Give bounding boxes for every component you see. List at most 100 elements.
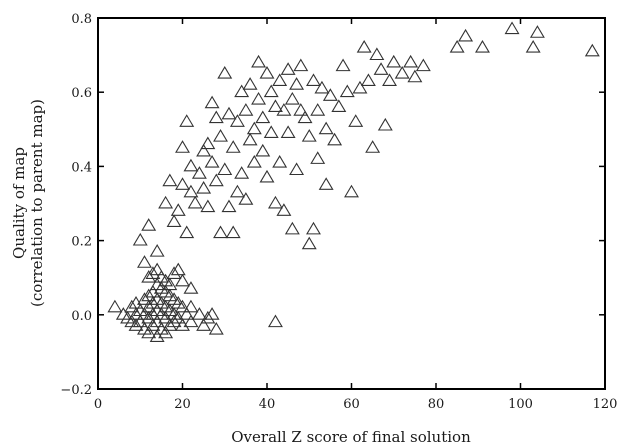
scatter-point <box>394 65 410 79</box>
scatter-point <box>175 299 190 313</box>
scatter-point <box>175 273 190 287</box>
scatter-point <box>137 321 152 335</box>
scatter-point <box>183 281 199 294</box>
scatter-point <box>263 125 279 138</box>
x-tick-label: 80 <box>428 397 445 412</box>
x-tick-label: 20 <box>174 397 191 412</box>
scatter-point <box>458 28 474 42</box>
scatter-point <box>208 321 224 335</box>
scatter-point <box>179 307 195 320</box>
scatter-point <box>153 307 169 320</box>
x-tick-label: 100 <box>508 397 533 412</box>
scatter-point <box>255 143 271 157</box>
x-axis-label: Overall Z score of final solution <box>231 428 471 446</box>
scatter-point <box>584 43 600 57</box>
scatter-point <box>158 325 174 339</box>
x-tick-label: 0 <box>94 397 102 412</box>
scatter-point <box>352 80 368 94</box>
scatter-point <box>225 140 241 153</box>
scatter-point <box>234 84 250 98</box>
scatter-point <box>449 39 465 53</box>
scatter-point <box>166 266 182 279</box>
scatter-point <box>149 314 165 328</box>
scatter-point <box>107 299 123 313</box>
scatter-point <box>166 314 182 328</box>
scatter-point <box>162 318 178 331</box>
scatter-point <box>310 151 326 164</box>
scatter-point <box>301 129 317 142</box>
scatter-point <box>369 47 385 61</box>
scatter-point <box>335 58 351 72</box>
scatter-point <box>259 65 275 79</box>
scatter-point <box>196 318 212 331</box>
scatter-point <box>175 140 190 153</box>
scatter-point <box>149 277 165 291</box>
scatter-point <box>166 292 182 305</box>
scatter-point <box>179 114 195 127</box>
scatter-point <box>242 132 258 146</box>
scatter-point <box>183 299 199 313</box>
scatter-point <box>204 155 220 168</box>
scatter-point <box>297 110 313 124</box>
scatter-point <box>267 99 283 112</box>
scatter-point <box>124 299 140 313</box>
scatter-point <box>141 218 157 231</box>
scatter-point <box>310 103 326 116</box>
scatter-point <box>145 307 161 320</box>
scatter-point <box>238 192 254 205</box>
scatter-point <box>149 292 165 305</box>
scatter-point <box>284 221 300 235</box>
scatter-point <box>267 195 283 209</box>
scatter-point <box>217 162 233 176</box>
scatter-point <box>141 310 157 324</box>
scatter-point <box>191 166 207 179</box>
x-tick-label: 40 <box>259 397 276 412</box>
scatter-point <box>259 169 275 183</box>
scatter-point <box>153 321 169 335</box>
plot-area-frame <box>97 17 606 390</box>
scatter-point <box>314 80 330 94</box>
scatter-point <box>280 62 296 75</box>
y-tick-label: 0.2 <box>71 235 92 250</box>
scatter-point <box>318 177 334 190</box>
scatter-point <box>318 121 334 135</box>
scatter-point <box>149 244 165 257</box>
scatter-point <box>137 292 152 305</box>
scatter-point <box>255 110 271 124</box>
scatter-point <box>137 255 152 268</box>
scatter-point <box>120 310 136 324</box>
scatter-point <box>200 136 216 150</box>
scatter-point <box>141 325 157 339</box>
scatter-point <box>196 143 212 157</box>
scatter-point <box>170 295 186 309</box>
scatter-point <box>204 95 220 109</box>
scatter-point <box>132 232 148 246</box>
scatter-point <box>162 277 178 291</box>
scatter-point <box>529 25 545 38</box>
scatter-point <box>360 73 376 87</box>
scatter-point <box>166 214 182 227</box>
y-axis-label-line2: (correlation to parent map) <box>28 99 46 307</box>
scatter-point <box>179 225 195 239</box>
scatter-point <box>246 155 262 168</box>
scatter-point <box>187 195 203 209</box>
scatter-point <box>238 103 254 116</box>
scatter-point <box>403 54 419 68</box>
scatter-point <box>170 310 186 324</box>
y-tick-label: 0.8 <box>71 12 92 27</box>
scatter-point <box>158 284 174 298</box>
scatter-point <box>183 158 199 172</box>
scatter-point <box>153 270 169 283</box>
scatter-point <box>149 329 165 343</box>
scatter-point <box>301 236 317 250</box>
scatter-point <box>377 117 393 131</box>
scatter-point <box>204 307 220 320</box>
scatter-point <box>158 195 174 209</box>
scatter-point <box>213 225 228 239</box>
scatter-point <box>267 314 283 328</box>
scatter-point <box>196 180 212 194</box>
scatter-point <box>276 203 292 216</box>
scatter-point <box>344 184 359 198</box>
scatter-point <box>149 262 165 276</box>
